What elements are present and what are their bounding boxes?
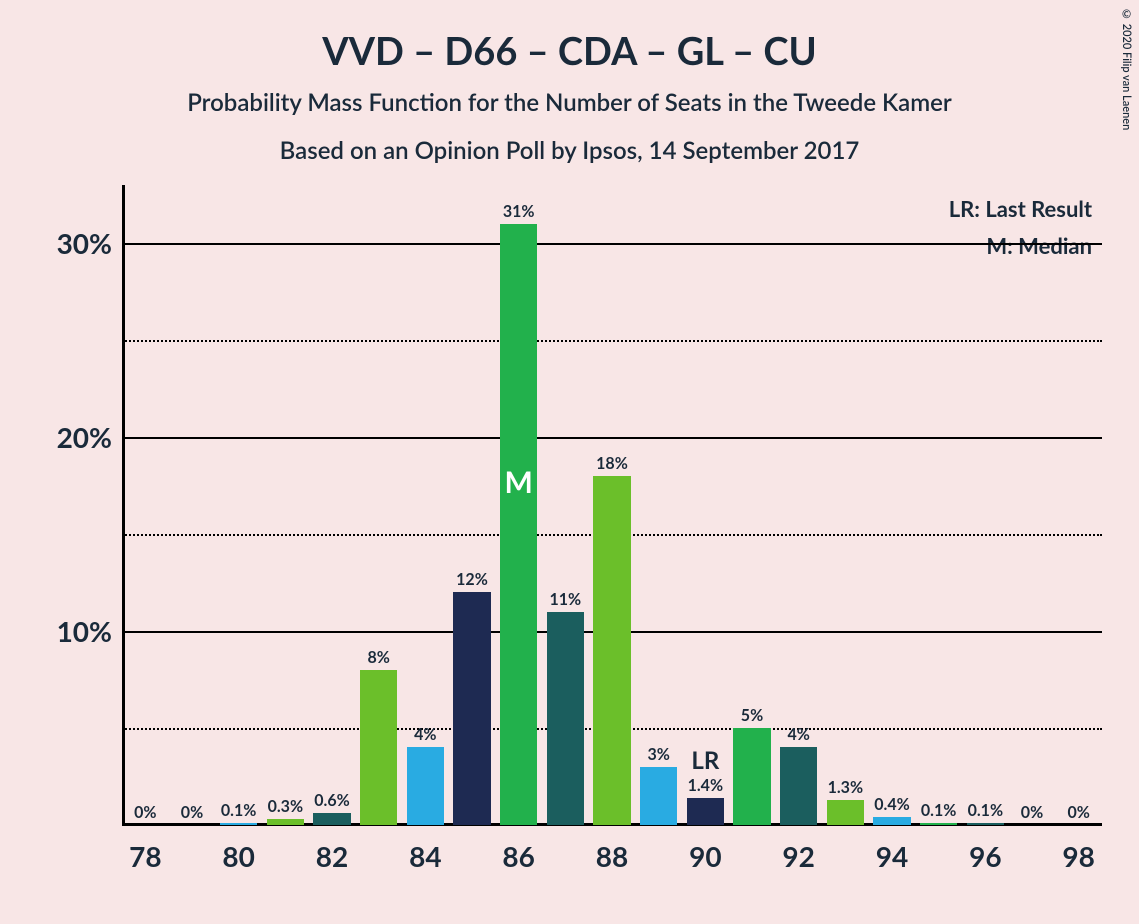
bar <box>220 823 257 825</box>
bar-value-label: 31% <box>489 202 549 221</box>
bar <box>267 819 304 825</box>
x-tick-label: 94 <box>852 839 932 873</box>
bar <box>873 817 910 825</box>
y-tick-label: 10% <box>22 614 112 648</box>
bar <box>313 813 350 825</box>
median-marker: M <box>500 464 537 500</box>
x-tick-label: 84 <box>385 839 465 873</box>
bar-value-label: 4% <box>395 725 455 744</box>
bar <box>500 224 537 825</box>
bar-value-label: 1.3% <box>815 778 875 797</box>
bar-value-label: 0.6% <box>302 791 362 810</box>
grid-major <box>122 437 1102 439</box>
x-tick-label: 98 <box>1039 839 1119 873</box>
x-tick-label: 96 <box>945 839 1025 873</box>
plot-area: 10%20%30%78808284868890929496980%0%0.1%0… <box>122 185 1102 825</box>
chart-subtitle-1: Probability Mass Function for the Number… <box>0 88 1139 117</box>
bar <box>640 767 677 825</box>
x-tick-label: 86 <box>479 839 559 873</box>
x-tick-label: 80 <box>199 839 279 873</box>
bar-value-label: 1.4% <box>675 776 735 795</box>
x-tick-label: 82 <box>292 839 372 873</box>
grid-minor <box>122 340 1102 342</box>
bar <box>967 823 1004 825</box>
chart-title: VVD – D66 – CDA – GL – CU <box>0 28 1139 74</box>
bar-value-label: 12% <box>442 570 502 589</box>
bar <box>920 823 957 825</box>
bar <box>733 728 770 825</box>
bar <box>687 798 724 825</box>
bar-value-label: 18% <box>582 454 642 473</box>
y-tick-label: 30% <box>22 226 112 260</box>
y-tick-label: 20% <box>22 420 112 454</box>
copyright-text: © 2020 Filip van Laenen <box>1120 8 1133 130</box>
bar <box>593 476 630 825</box>
x-tick-label: 78 <box>105 839 185 873</box>
last-result-marker: LR <box>675 746 735 775</box>
bar-value-label: 11% <box>535 590 595 609</box>
bar <box>407 747 444 825</box>
x-tick-label: 90 <box>665 839 745 873</box>
bar <box>827 800 864 825</box>
x-tick-label: 92 <box>759 839 839 873</box>
chart-subtitle-2: Based on an Opinion Poll by Ipsos, 14 Se… <box>0 136 1139 165</box>
bar <box>453 592 490 825</box>
grid-major <box>122 243 1102 245</box>
bar <box>360 670 397 825</box>
bar <box>780 747 817 825</box>
bar <box>547 612 584 825</box>
x-tick-label: 88 <box>572 839 652 873</box>
bar-value-label: 0% <box>1049 803 1109 822</box>
bar-value-label: 5% <box>722 706 782 725</box>
bar-value-label: 8% <box>349 648 409 667</box>
bar-value-label: 4% <box>769 725 829 744</box>
